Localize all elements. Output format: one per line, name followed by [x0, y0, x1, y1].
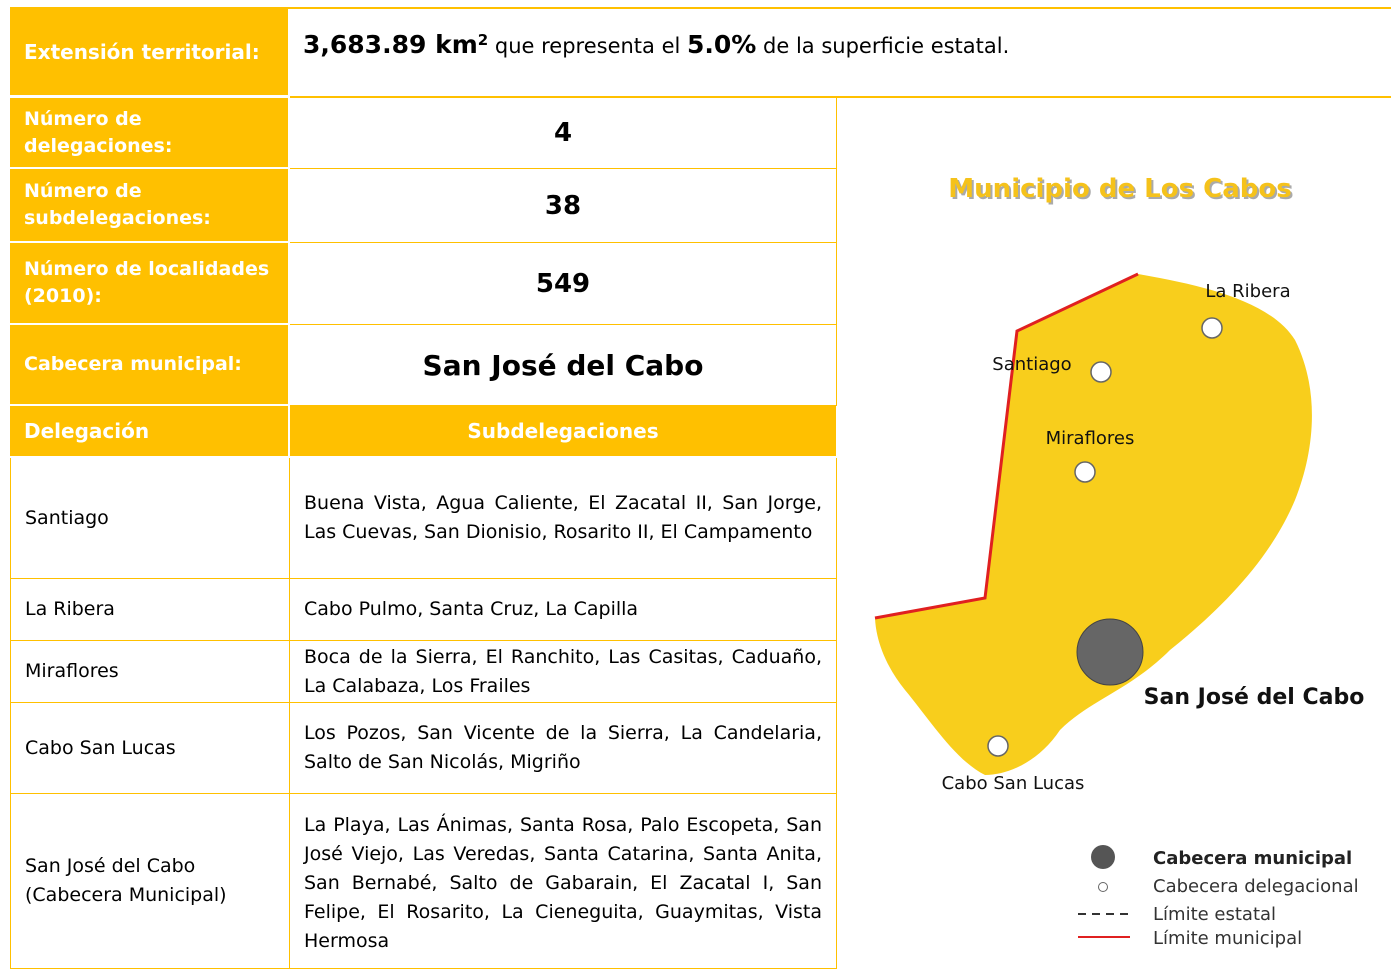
summary-label: Número de subdelegaciones:	[10, 169, 288, 243]
summary-value: 549	[290, 243, 836, 325]
area-text1: que representa el	[494, 34, 681, 58]
map-title-shadow: Municipio de Los Cabos	[950, 176, 1293, 206]
legend-label: Límite estatal	[1153, 904, 1276, 925]
subdelegaciones-text: La Playa, Las Ánimas, Santa Rosa, Palo E…	[304, 813, 822, 952]
legend-symbol	[1098, 882, 1108, 892]
capital-marker	[1076, 618, 1144, 686]
subdelegaciones: Buena Vista, Agua Caliente, El Zacatal I…	[290, 458, 837, 579]
map-shape	[875, 274, 1312, 775]
legend-symbol	[1091, 845, 1115, 869]
summary-value: 38	[290, 169, 836, 243]
place-marker	[1090, 361, 1112, 383]
subdelegaciones: La Playa, Las Ánimas, Santa Rosa, Palo E…	[290, 794, 837, 969]
top-rule	[10, 7, 1391, 9]
subdelegaciones-text: Buena Vista, Agua Caliente, El Zacatal I…	[304, 492, 822, 543]
delegacion: Miraflores	[10, 641, 290, 703]
place-marker	[1074, 461, 1096, 483]
rule	[290, 96, 1391, 98]
place-label: San José del Cabo	[1144, 685, 1365, 710]
legend-label: Límite municipal	[1153, 928, 1302, 949]
map: Municipio de Los Cabos Municipio de Los …	[874, 174, 1365, 949]
summary-value: 4	[290, 98, 836, 169]
subdelegaciones-text: Boca de la Sierra, El Ranchito, Las Casi…	[304, 645, 822, 697]
legend-label: Cabecera delegacional	[1153, 876, 1359, 897]
summary-label: Cabecera municipal:	[10, 325, 288, 406]
area-percent: 5.0%	[687, 30, 757, 59]
place-label: Santiago	[992, 354, 1071, 375]
place-label: La Ribera	[1205, 281, 1290, 302]
rule	[836, 97, 837, 406]
delegacion: Cabo San Lucas	[10, 703, 290, 794]
place-marker	[1201, 317, 1223, 339]
municipal-boundary	[874, 272, 1139, 620]
area-text2: de la superficie estatal.	[763, 34, 1010, 58]
summary-value: San José del Cabo	[290, 325, 836, 406]
delegacion: San José del Cabo (Cabecera Municipal)	[10, 794, 290, 969]
area-label: Extensión territorial:	[10, 9, 288, 97]
place-label: Miraflores	[1046, 428, 1135, 449]
table-header: Delegación	[10, 406, 288, 458]
place-label: Cabo San Lucas	[942, 773, 1085, 794]
map-title: Municipio de Los Cabos	[948, 174, 1291, 204]
summary-label: Número de delegaciones:	[10, 98, 288, 169]
area-text: 3,683.89 km2 que representa el 5.0% de l…	[303, 30, 1009, 59]
delegacion: La Ribera	[10, 579, 290, 641]
subdelegaciones-text: Los Pozos, San Vicente de la Sierra, La …	[304, 722, 822, 773]
delegacion: Santiago	[10, 458, 290, 579]
subdelegaciones-text: Cabo Pulmo, Santa Cruz, La Capilla	[304, 598, 639, 620]
area-value: 3,683.89 km	[303, 30, 478, 59]
subdelegaciones: Cabo Pulmo, Santa Cruz, La Capilla	[290, 579, 837, 641]
area-sup: 2	[477, 31, 489, 49]
subdelegaciones: Los Pozos, San Vicente de la Sierra, La …	[290, 703, 837, 794]
legend-label: Cabecera municipal	[1153, 848, 1352, 869]
subdelegaciones: Boca de la Sierra, El Ranchito, Las Casi…	[290, 641, 837, 703]
summary-label: Número de localidades (2010):	[10, 243, 288, 325]
place-marker	[987, 735, 1009, 757]
table-header: Subdelegaciones	[290, 406, 836, 458]
